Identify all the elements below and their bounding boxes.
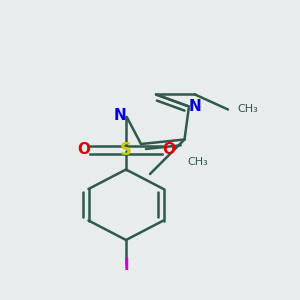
Text: N: N <box>113 108 126 123</box>
Text: CH₃: CH₃ <box>237 104 258 115</box>
Text: N: N <box>189 99 202 114</box>
Text: S: S <box>120 141 132 159</box>
Text: CH₃: CH₃ <box>188 157 208 167</box>
Text: I: I <box>123 258 129 273</box>
Text: O: O <box>77 142 90 158</box>
Text: O: O <box>162 142 175 158</box>
